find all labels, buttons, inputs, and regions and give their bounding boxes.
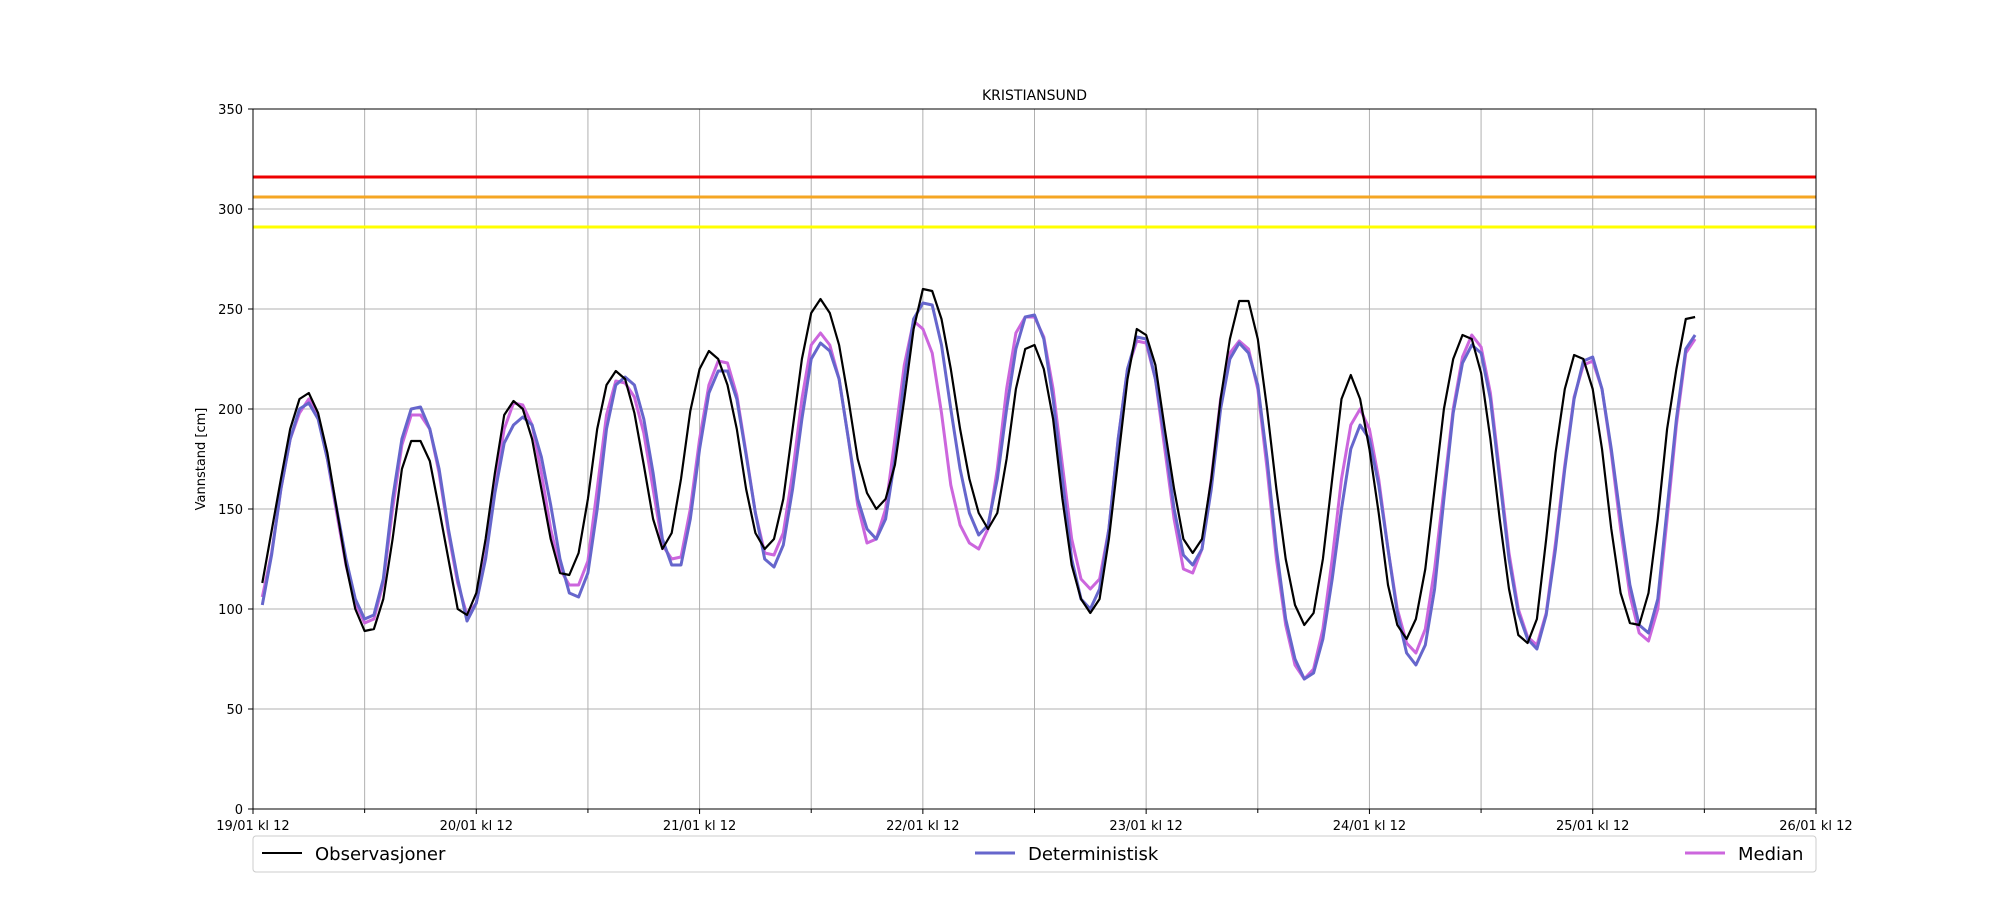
legend-label-median: Median bbox=[1738, 844, 1803, 865]
legend-label-observasjoner: Observasjoner bbox=[315, 844, 446, 865]
x-tick-label: 19/01 kl 12 bbox=[216, 819, 289, 834]
x-tick-label: 26/01 kl 12 bbox=[1779, 819, 1852, 834]
x-tick-label: 21/01 kl 12 bbox=[663, 819, 736, 834]
series-line-deterministisk bbox=[260, 301, 1697, 681]
x-tick-label: 24/01 kl 12 bbox=[1333, 819, 1406, 834]
y-tick-label: 350 bbox=[218, 103, 243, 118]
x-tick-label: 23/01 kl 12 bbox=[1109, 819, 1182, 834]
x-tick-label: 20/01 kl 12 bbox=[440, 819, 513, 834]
grid bbox=[252, 108, 1817, 810]
x-tick-label: 22/01 kl 12 bbox=[886, 819, 959, 834]
chart-title: KRISTIANSUND bbox=[982, 88, 1087, 104]
threshold-lines bbox=[253, 175, 1816, 229]
y-tick-label: 200 bbox=[218, 403, 243, 418]
y-tick-label: 150 bbox=[218, 503, 243, 518]
y-tick-label: 250 bbox=[218, 303, 243, 318]
legend: Observasjoner Deterministisk Median bbox=[252, 835, 1817, 873]
y-tick-label: 100 bbox=[218, 603, 243, 618]
y-axis-label: Vannstand [cm] bbox=[194, 408, 209, 511]
legend-box bbox=[252, 835, 1817, 873]
legend-label-deterministisk: Deterministisk bbox=[1028, 844, 1159, 865]
x-tick-label: 25/01 kl 12 bbox=[1556, 819, 1629, 834]
y-tick-label: 300 bbox=[218, 203, 243, 218]
series-line-observasjoner bbox=[261, 287, 1696, 645]
y-tick-label: 0 bbox=[235, 803, 243, 818]
series-lines bbox=[260, 287, 1697, 681]
y-tick-label: 50 bbox=[226, 703, 243, 718]
axis-ticks: 0 50 100 150 200 250 300 350 19/01 kl 12 20/01 kl… bbox=[216, 103, 1852, 834]
